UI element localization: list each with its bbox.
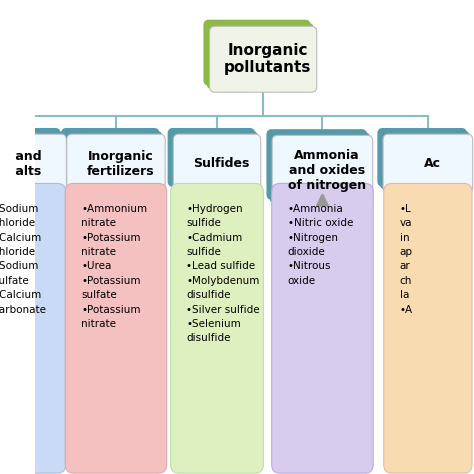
FancyBboxPatch shape bbox=[0, 128, 61, 187]
FancyBboxPatch shape bbox=[384, 183, 472, 473]
FancyBboxPatch shape bbox=[168, 128, 255, 187]
Text: Ac: Ac bbox=[424, 157, 441, 170]
FancyBboxPatch shape bbox=[269, 132, 370, 203]
FancyBboxPatch shape bbox=[173, 134, 261, 193]
FancyBboxPatch shape bbox=[0, 183, 66, 473]
Text: and
 alts: and alts bbox=[10, 149, 41, 178]
FancyBboxPatch shape bbox=[203, 20, 310, 86]
FancyBboxPatch shape bbox=[0, 131, 64, 190]
Text: •Sodium
chloride
•Calcium
chloride
•Sodium
sulfate
•Calcium
carbonate: •Sodium chloride •Calcium chloride •Sodi… bbox=[0, 204, 46, 315]
Text: Inorganic
fertilizers: Inorganic fertilizers bbox=[87, 149, 154, 178]
FancyBboxPatch shape bbox=[65, 183, 167, 473]
FancyBboxPatch shape bbox=[61, 128, 159, 187]
Text: •L
va
in
ap
ar
ch
la
•A: •L va in ap ar ch la •A bbox=[400, 204, 413, 315]
Text: Ammonia
and oxides
of nitrogen: Ammonia and oxides of nitrogen bbox=[288, 149, 366, 192]
FancyBboxPatch shape bbox=[210, 27, 317, 92]
FancyBboxPatch shape bbox=[272, 136, 373, 206]
Text: •Ammonia
•Nitric oxide
•Nitrogen
dioxide
•Nitrous
oxide: •Ammonia •Nitric oxide •Nitrogen dioxide… bbox=[288, 204, 353, 286]
FancyBboxPatch shape bbox=[0, 134, 66, 193]
Text: Sulfides: Sulfides bbox=[193, 157, 250, 170]
FancyBboxPatch shape bbox=[171, 131, 258, 190]
FancyBboxPatch shape bbox=[171, 183, 264, 473]
FancyBboxPatch shape bbox=[266, 129, 367, 200]
FancyBboxPatch shape bbox=[67, 134, 165, 193]
FancyBboxPatch shape bbox=[383, 134, 473, 193]
Text: •Ammonium
nitrate
•Potassium
nitrate
•Urea
•Potassium
sulfate
•Potassium
nitrate: •Ammonium nitrate •Potassium nitrate •Ur… bbox=[81, 204, 147, 329]
Text: Inorganic
pollutants: Inorganic pollutants bbox=[224, 43, 311, 75]
FancyBboxPatch shape bbox=[377, 128, 467, 187]
FancyBboxPatch shape bbox=[207, 23, 314, 89]
FancyBboxPatch shape bbox=[272, 183, 373, 473]
FancyBboxPatch shape bbox=[64, 131, 162, 190]
Text: •Hydrogen
sulfide
•Cadmium
sulfide
•Lead sulfide
•Molybdenum
disulfide
•Silver s: •Hydrogen sulfide •Cadmium sulfide •Lead… bbox=[186, 204, 260, 344]
FancyBboxPatch shape bbox=[380, 131, 470, 190]
